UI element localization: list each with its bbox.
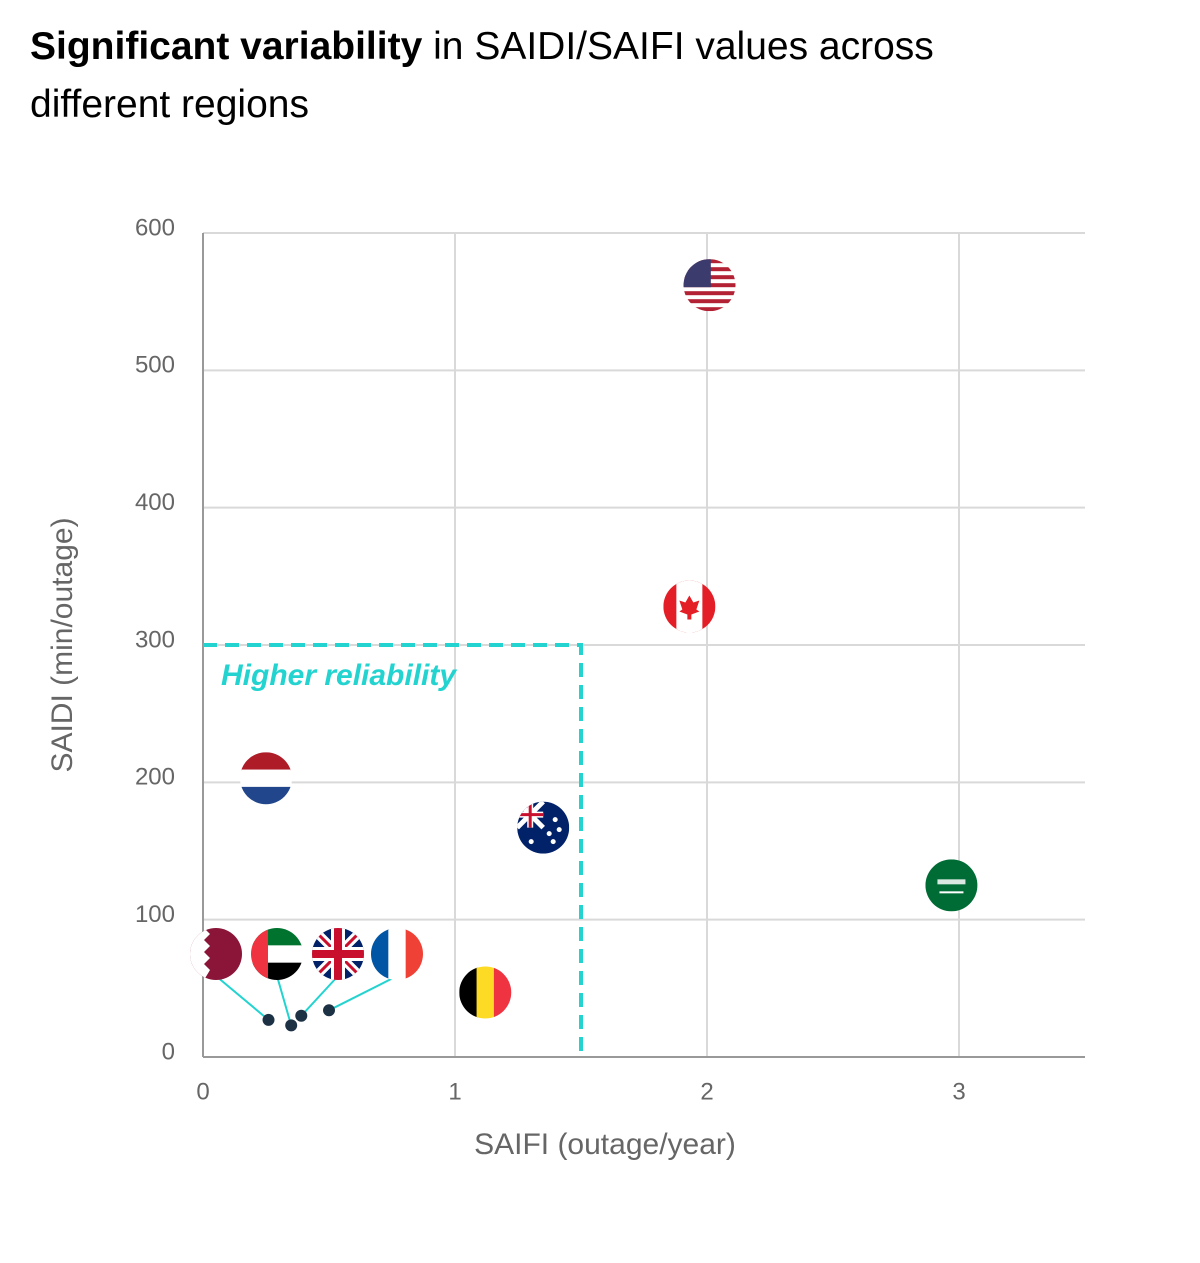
x-axis-label: SAIFI (outage/year) — [474, 1128, 736, 1161]
y-tick-label: 200 — [135, 764, 175, 791]
flag-part — [371, 928, 390, 980]
y-tick-label: 300 — [135, 626, 175, 653]
flag-marker — [683, 259, 736, 312]
flag-part — [683, 291, 736, 296]
flag-part — [517, 801, 544, 828]
flag-marker — [240, 752, 292, 805]
flag-marker — [517, 801, 570, 854]
flag-marker — [371, 928, 423, 980]
flag-marker — [251, 928, 303, 980]
x-tick-label: 1 — [448, 1078, 461, 1105]
flag-part — [240, 769, 292, 788]
point — [323, 1004, 335, 1017]
leader-line — [215, 975, 270, 1021]
flag-marker — [925, 859, 978, 912]
flag — [251, 928, 303, 980]
point — [285, 1019, 298, 1032]
flag-part — [388, 928, 407, 980]
flag-marker — [312, 928, 364, 980]
y-tick-label: 100 — [135, 901, 175, 928]
flag-marker — [190, 928, 242, 980]
x-tick-label: 0 — [196, 1078, 209, 1105]
flag — [925, 859, 978, 912]
flag — [312, 928, 364, 980]
leader-line — [276, 975, 293, 1026]
flag-part — [556, 827, 562, 833]
reliability-label: Higher reliability — [221, 659, 457, 692]
flag-marker — [459, 966, 512, 1019]
flag — [240, 752, 292, 805]
leader-line — [300, 975, 339, 1017]
flag-marker — [663, 580, 716, 633]
title: Significant variability in SAIDI/SAIFI v… — [30, 18, 1040, 134]
flag — [190, 928, 242, 980]
leader-line — [328, 975, 398, 1012]
flag — [517, 801, 570, 854]
point — [262, 1013, 275, 1026]
flag-part — [312, 928, 364, 980]
flag — [459, 966, 512, 1019]
title-rest: in SAIDI/SAIFI values across different r… — [30, 25, 934, 126]
flag-part — [937, 879, 966, 885]
x-tick-label: 2 — [700, 1078, 713, 1105]
y-tick-label: 400 — [135, 489, 175, 516]
x-tick-label: 3 — [952, 1078, 965, 1105]
y-tick-label: 0 — [162, 1038, 175, 1065]
flag-part — [476, 966, 495, 1019]
flag — [371, 928, 423, 980]
flag-part — [683, 307, 736, 312]
flag-part — [939, 891, 964, 894]
reliability-boundary — [203, 643, 583, 1057]
title-bold: Significant variability — [30, 25, 423, 68]
flag-part — [190, 928, 210, 980]
y-tick-label: 500 — [135, 352, 175, 379]
flag-part — [550, 839, 556, 845]
flag-part — [251, 928, 268, 980]
flag-part — [528, 839, 534, 845]
flag-part — [683, 259, 711, 288]
point — [295, 1009, 308, 1022]
flag-part — [679, 595, 700, 620]
flag-part — [405, 928, 423, 980]
flag-part — [683, 299, 736, 304]
flag-part — [240, 786, 292, 805]
flag-part — [240, 752, 292, 771]
flag — [663, 580, 716, 633]
y-axis-label: SAIDI (min/outage) — [46, 517, 79, 772]
flag-part — [459, 966, 478, 1019]
y-tick-label: 600 — [135, 214, 175, 241]
flag-part — [493, 966, 512, 1019]
flag — [683, 259, 736, 312]
flag-part — [546, 831, 552, 837]
flag-part — [552, 817, 558, 823]
flag-part — [925, 859, 978, 912]
